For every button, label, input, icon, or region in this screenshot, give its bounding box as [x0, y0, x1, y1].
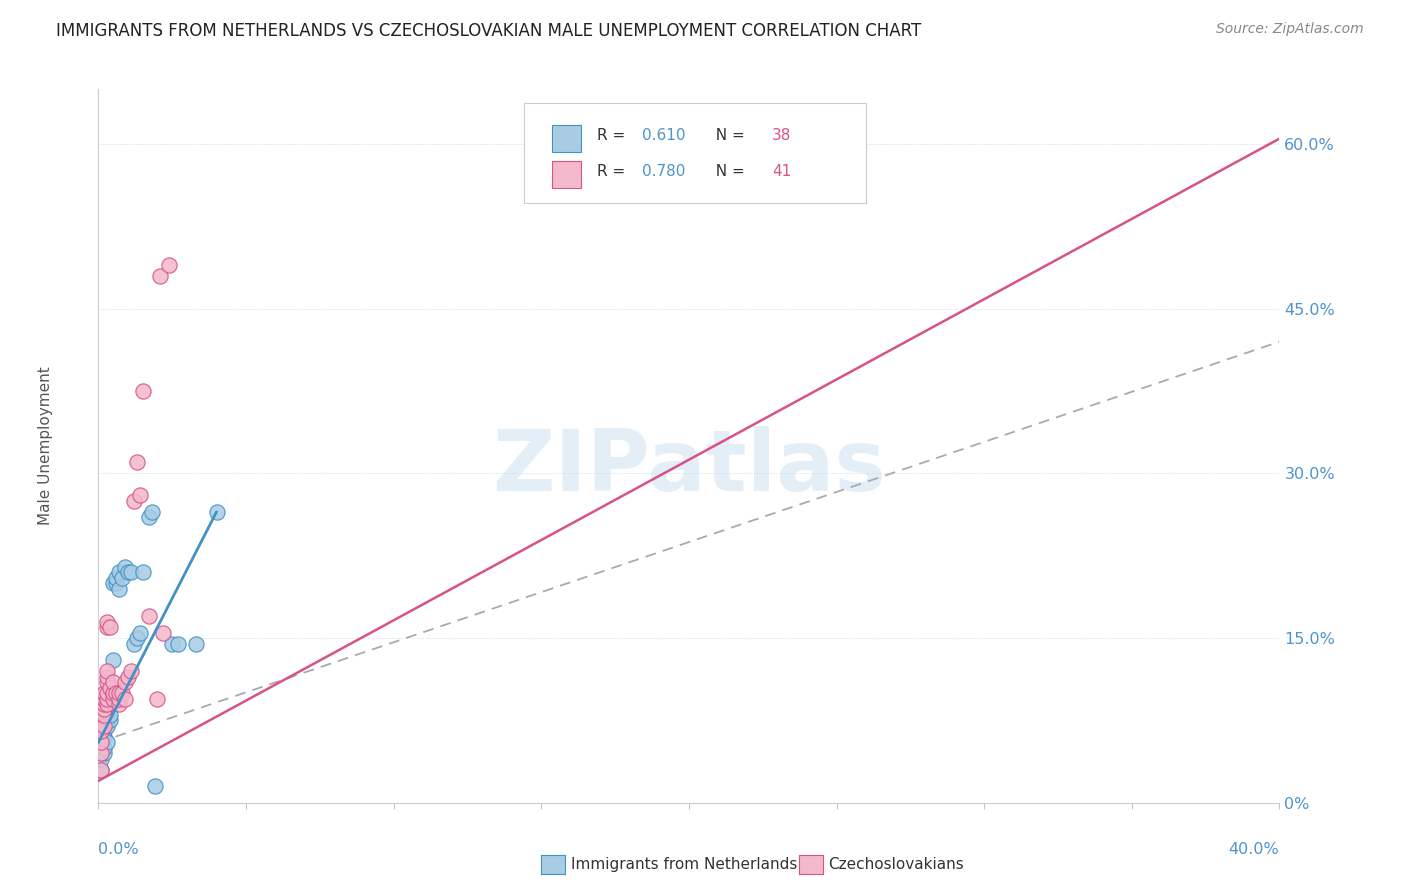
- Point: [108, 697, 131, 711]
- Text: N =: N =: [706, 164, 749, 178]
- Point: [157, 258, 180, 272]
- Point: [108, 691, 131, 706]
- Point: [132, 566, 155, 580]
- Point: [132, 384, 155, 398]
- Point: [103, 691, 125, 706]
- Text: Male Unemployment: Male Unemployment: [38, 367, 53, 525]
- Point: [152, 625, 174, 640]
- Point: [90, 747, 112, 761]
- Point: [90, 735, 112, 749]
- Point: [125, 455, 148, 469]
- Point: [162, 637, 183, 651]
- Text: 0.0%: 0.0%: [98, 842, 139, 857]
- Point: [103, 653, 125, 667]
- Text: Czechoslovakians: Czechoslovakians: [828, 857, 965, 871]
- Point: [114, 559, 136, 574]
- Point: [103, 675, 125, 690]
- Text: 0.610: 0.610: [643, 128, 686, 143]
- Point: [93, 691, 115, 706]
- Point: [117, 669, 139, 683]
- Text: R =: R =: [598, 128, 630, 143]
- Point: [96, 691, 118, 706]
- Point: [120, 566, 142, 580]
- Point: [128, 488, 150, 502]
- Point: [96, 664, 118, 678]
- Point: [96, 719, 118, 733]
- Text: 40.0%: 40.0%: [1229, 842, 1279, 857]
- Text: IMMIGRANTS FROM NETHERLANDS VS CZECHOSLOVAKIAN MALE UNEMPLOYMENT CORRELATION CHA: IMMIGRANTS FROM NETHERLANDS VS CZECHOSLO…: [56, 22, 921, 40]
- Point: [105, 686, 128, 700]
- Point: [149, 268, 172, 283]
- Text: 38: 38: [772, 128, 792, 143]
- FancyBboxPatch shape: [553, 125, 581, 153]
- Point: [167, 637, 190, 651]
- Point: [96, 735, 118, 749]
- Point: [96, 615, 118, 629]
- Point: [205, 505, 228, 519]
- Point: [122, 494, 145, 508]
- Point: [117, 566, 139, 580]
- Point: [103, 691, 125, 706]
- Point: [96, 620, 118, 634]
- Point: [93, 730, 115, 744]
- FancyBboxPatch shape: [523, 103, 866, 203]
- FancyBboxPatch shape: [553, 161, 581, 188]
- Point: [98, 686, 121, 700]
- Point: [96, 697, 118, 711]
- Point: [141, 505, 163, 519]
- Point: [105, 576, 128, 591]
- Point: [98, 714, 121, 728]
- Point: [114, 675, 136, 690]
- Point: [93, 740, 115, 755]
- Point: [114, 691, 136, 706]
- Point: [103, 686, 125, 700]
- Point: [125, 631, 148, 645]
- Point: [98, 697, 121, 711]
- Point: [90, 752, 112, 766]
- Point: [98, 708, 121, 723]
- Point: [111, 686, 134, 700]
- Point: [111, 571, 134, 585]
- Point: [93, 697, 115, 711]
- Point: [93, 724, 115, 739]
- Point: [96, 691, 118, 706]
- Point: [108, 566, 131, 580]
- Text: N =: N =: [706, 128, 749, 143]
- Point: [98, 681, 121, 695]
- Point: [90, 724, 112, 739]
- Point: [138, 510, 160, 524]
- Point: [143, 780, 166, 794]
- Point: [96, 697, 118, 711]
- Point: [103, 686, 125, 700]
- Point: [98, 620, 121, 634]
- Point: [90, 763, 112, 777]
- Text: 0.780: 0.780: [643, 164, 686, 178]
- Point: [105, 571, 128, 585]
- Point: [120, 664, 142, 678]
- Point: [103, 576, 125, 591]
- Text: Source: ZipAtlas.com: Source: ZipAtlas.com: [1216, 22, 1364, 37]
- Point: [93, 708, 115, 723]
- Point: [108, 582, 131, 596]
- Text: Immigrants from Netherlands: Immigrants from Netherlands: [571, 857, 797, 871]
- Point: [90, 763, 112, 777]
- Point: [96, 686, 118, 700]
- Point: [108, 686, 131, 700]
- Point: [122, 637, 145, 651]
- Point: [96, 714, 118, 728]
- Point: [138, 609, 160, 624]
- Point: [93, 686, 115, 700]
- Text: 41: 41: [772, 164, 792, 178]
- Text: ZIPatlas: ZIPatlas: [492, 425, 886, 509]
- Text: R =: R =: [598, 164, 630, 178]
- Point: [93, 747, 115, 761]
- Point: [93, 719, 115, 733]
- Point: [128, 625, 150, 640]
- Point: [93, 702, 115, 716]
- Point: [96, 669, 118, 683]
- Point: [146, 691, 169, 706]
- Point: [96, 675, 118, 690]
- Point: [184, 637, 207, 651]
